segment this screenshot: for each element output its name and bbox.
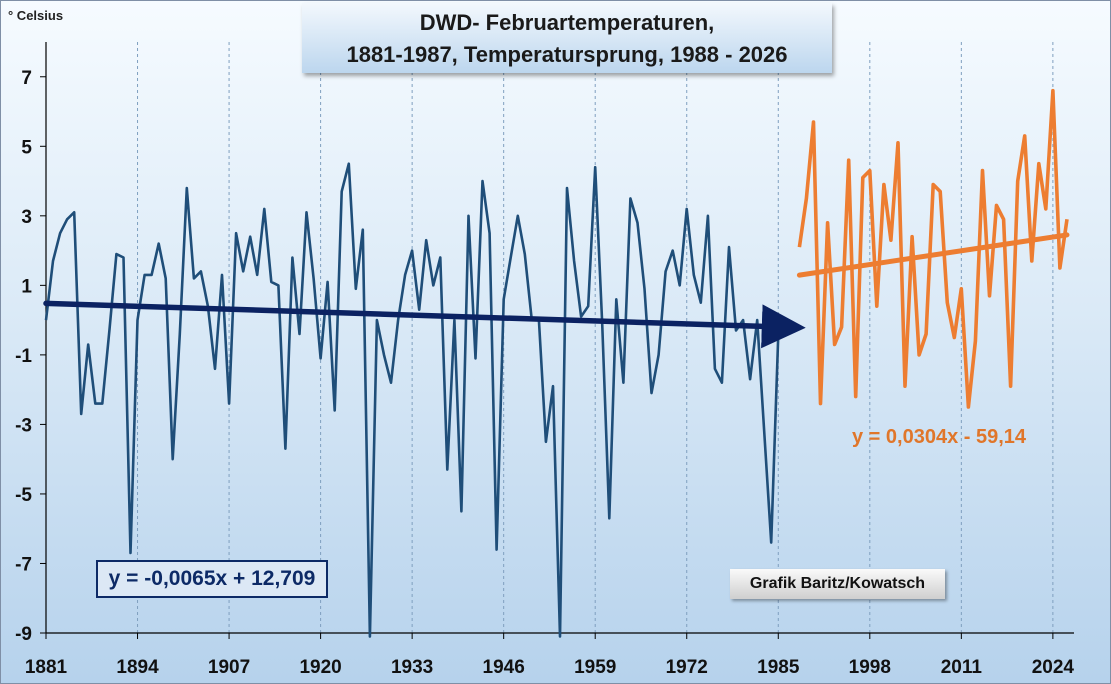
y-tick-label: -5 <box>15 485 32 506</box>
chart-title-line-2: 1881-1987, Temperatursprung, 1988 - 2026 <box>346 42 788 67</box>
chart-title-line-1: DWD- Februartemperaturen, <box>419 10 715 35</box>
x-tick-label: 1881 <box>25 657 68 678</box>
trend-line-2 <box>796 232 1070 278</box>
x-tick-label: 1920 <box>299 657 341 678</box>
trend-equation-2: y = 0,0304x - 59,14 <box>852 426 1027 448</box>
x-tick-label: 1907 <box>208 657 250 678</box>
x-tick-label: 1972 <box>666 657 708 678</box>
credit-label: Grafik Baritz/Kowatsch <box>730 569 945 599</box>
trend-line-1 <box>43 300 806 349</box>
x-tick-label: 2011 <box>941 657 983 678</box>
x-tick-label: 1998 <box>849 657 891 678</box>
y-tick-label: -7 <box>15 554 32 575</box>
chart-title-box: DWD- Februartemperaturen, 1881-1987, Tem… <box>302 3 832 73</box>
x-tick-label: 1894 <box>116 657 159 678</box>
series-line-1 <box>44 162 780 638</box>
y-tick-label: 7 <box>21 68 32 89</box>
y-tick-label: -3 <box>15 415 32 436</box>
y-tick-label: -9 <box>15 624 32 645</box>
x-tick-label: 1959 <box>574 657 616 678</box>
x-tick-label: 1933 <box>391 657 433 678</box>
trend-lines <box>43 232 1070 349</box>
y-tick-label: 3 <box>21 207 32 228</box>
y-axis-unit-label: ° Celsius <box>8 8 64 23</box>
tick-labels: 1881 1894 1907 1920 1933 1946 1959 1972 1985 1998… <box>15 68 1074 678</box>
y-tick-label: -1 <box>15 346 32 367</box>
trend-equation-1: y = -0,0065x + 12,709 <box>96 560 328 598</box>
y-tick-label: 1 <box>21 276 32 297</box>
data-series <box>44 88 1069 638</box>
x-tick-label: 2024 <box>1032 657 1075 678</box>
series-line-2 <box>797 88 1069 409</box>
y-tick-label: 5 <box>21 137 32 158</box>
x-tick-label: 1946 <box>483 657 525 678</box>
x-tick-label: 1985 <box>757 657 800 678</box>
